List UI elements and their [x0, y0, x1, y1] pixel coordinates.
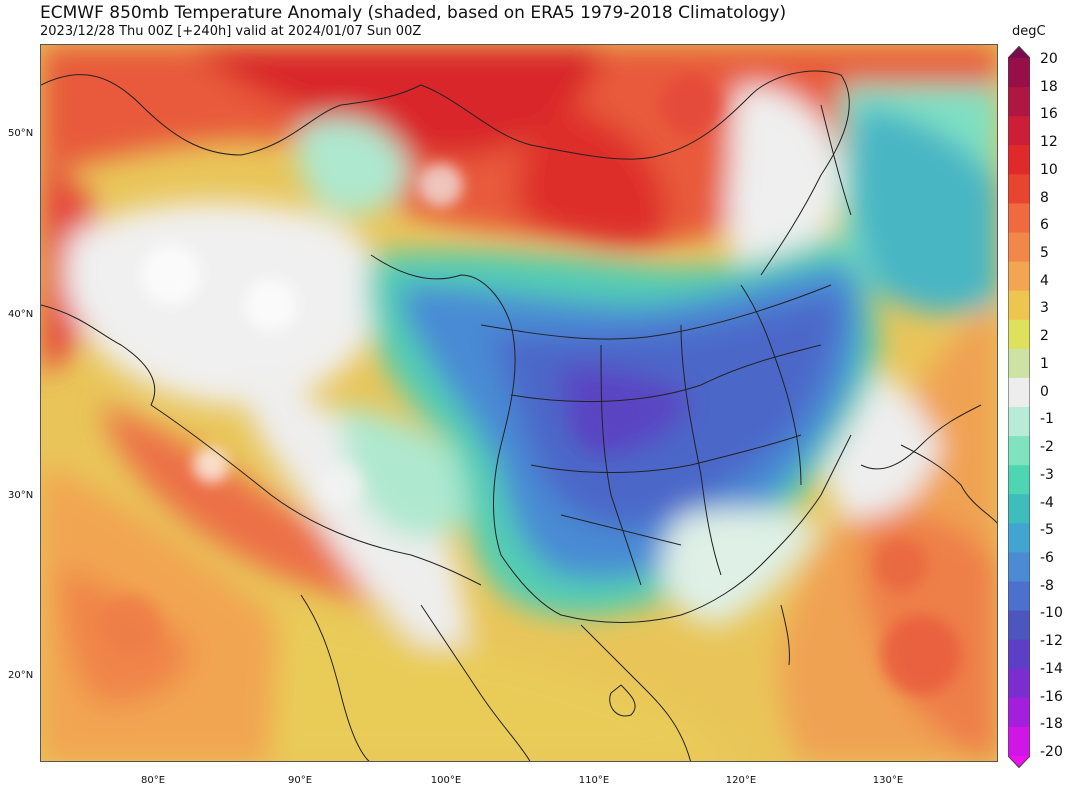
colorbar-tick-label: -12: [1040, 633, 1063, 650]
colorbar-swatch: [1008, 756, 1030, 768]
anomaly-texture: [101, 75, 961, 695]
colorbar-tick-label: 18: [1040, 78, 1058, 95]
lon-label-130: 130°E: [872, 775, 904, 786]
colorbar-swatch: [1008, 523, 1030, 553]
colorbar-swatch: [1008, 407, 1030, 437]
colorbar-tick-label: 1: [1040, 355, 1049, 372]
colorbar-swatch: [1008, 174, 1030, 204]
colorbar-tick-label: 5: [1040, 245, 1049, 262]
colorbar-tick-label: -10: [1040, 605, 1063, 622]
colorbar-tick-label: 12: [1040, 134, 1058, 151]
colorbar-swatch: [1008, 46, 1030, 58]
colorbar-tick-label: -8: [1040, 577, 1054, 594]
colorbar-swatch: [1008, 116, 1030, 146]
colorbar-swatch: [1008, 145, 1030, 175]
map-area: [40, 44, 998, 762]
colorbar-tick-label: 8: [1040, 189, 1049, 206]
chart-title: ECMWF 850mb Temperature Anomaly (shaded,…: [40, 3, 787, 23]
lat-label-30: 30°N: [8, 490, 34, 501]
colorbar-swatch: [1008, 348, 1030, 379]
colorbar-tick-label: -5: [1040, 522, 1054, 539]
colorbar-swatch: [1008, 377, 1030, 408]
colorbar-tick-label: 16: [1040, 106, 1058, 123]
colorbar-tick-label: -14: [1040, 660, 1063, 677]
colorbar-swatch: [1008, 290, 1030, 321]
chart-subtitle: 2023/12/28 Thu 00Z [+240h] valid at 2024…: [40, 24, 422, 39]
colorbar-swatch: [1008, 261, 1030, 292]
colorbar-swatch: [1008, 668, 1030, 699]
lon-label-120: 120°E: [725, 775, 757, 786]
colorbar-swatch: [1008, 581, 1030, 612]
colorbar: [1008, 46, 1030, 768]
lat-label-40: 40°N: [8, 309, 34, 320]
colorbar-tick-label: 10: [1040, 161, 1058, 178]
colorbar-tick-label: 3: [1040, 300, 1049, 317]
colorbar-swatch: [1008, 639, 1030, 670]
colorbar-swatch: [1008, 203, 1030, 233]
colorbar-unit: degC: [1012, 24, 1046, 39]
colorbar-tick-label: 6: [1040, 217, 1049, 234]
colorbar-tick-label: 0: [1040, 383, 1049, 400]
lon-label-110: 110°E: [578, 775, 610, 786]
colorbar-swatch: [1008, 697, 1030, 728]
colorbar-swatch: [1008, 58, 1030, 88]
boundary-lines: [41, 70, 997, 761]
colorbar-outline: [1008, 46, 1030, 768]
colorbar-tick-label: 20: [1040, 51, 1058, 67]
colorbar-swatch: [1008, 726, 1030, 757]
colorbar-swatch: [1008, 232, 1030, 263]
colorbar-tick-label: -3: [1040, 466, 1054, 483]
colorbar-swatch: [1008, 494, 1030, 524]
colorbar-tick-label: 2: [1040, 328, 1049, 345]
lon-label-80: 80°E: [140, 775, 166, 786]
colorbar-tick-label: 4: [1040, 272, 1049, 289]
colorbar-tick-label: -18: [1040, 716, 1063, 733]
colorbar-tick-label: -20: [1040, 744, 1063, 760]
colorbar-tick-label: -6: [1040, 549, 1054, 566]
lat-label-20: 20°N: [8, 670, 34, 681]
colorbar-tick-label: -16: [1040, 688, 1063, 705]
lon-label-100: 100°E: [430, 775, 462, 786]
colorbar-tick-label: -4: [1040, 494, 1054, 511]
lon-label-90: 90°E: [287, 775, 313, 786]
colorbar-tick-label: -1: [1040, 411, 1054, 428]
colorbar-swatch: [1008, 319, 1030, 350]
anomaly-map: [41, 45, 997, 761]
colorbar-swatch: [1008, 610, 1030, 641]
lat-label-50: 50°N: [8, 128, 34, 139]
colorbar-swatch: [1008, 436, 1030, 466]
colorbar-swatch: [1008, 465, 1030, 495]
colorbar-swatch: [1008, 87, 1030, 117]
colorbar-swatch: [1008, 552, 1030, 582]
colorbar-tick-label: -2: [1040, 439, 1054, 456]
